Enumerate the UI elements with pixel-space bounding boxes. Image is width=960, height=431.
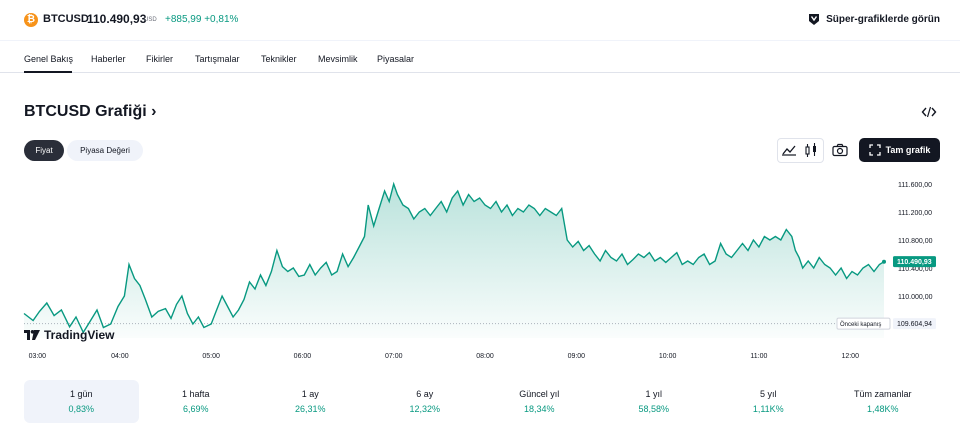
period-label: 6 ay	[416, 389, 434, 399]
super-chart-link[interactable]: Süper-grafiklerde görün	[807, 11, 940, 27]
tab-seasonals[interactable]: Mevsimlik	[318, 54, 358, 64]
period-change: 0,83%	[68, 404, 95, 414]
prev-close-badge	[893, 318, 936, 330]
x-tick-label: 03:00	[29, 353, 47, 360]
super-chart-label: Süper-grafiklerde görün	[826, 13, 940, 25]
active-tab-indicator	[24, 71, 72, 73]
full-chart-button[interactable]: Tam grafik	[859, 138, 940, 162]
section-nav: Genel Bakış Haberler Fikirler Tartışmala…	[0, 40, 960, 73]
period-change: 18,34%	[523, 404, 555, 414]
period-label: Güncel yıl	[519, 389, 560, 399]
x-tick-label: 04:00	[111, 353, 129, 360]
camera-icon[interactable]	[829, 140, 851, 161]
price-line	[23, 181, 885, 334]
y-tick-label: 110.400,00	[898, 266, 933, 273]
price-chart[interactable]: 111.600,00 111.200,00 110.800,00 110.400,00…	[0, 168, 960, 368]
period-label: 1 yıl	[645, 389, 662, 399]
y-tick-label: 111.200,00	[898, 210, 932, 217]
y-tick-label: 110.800,00	[898, 238, 933, 245]
tab-news[interactable]: Haberler	[91, 54, 126, 64]
tradingview-logo-icon	[24, 330, 40, 340]
chevron-right-icon: ›	[151, 103, 157, 120]
ticker-change-pct: +0,81%	[204, 14, 239, 25]
period-change: 26,31%	[294, 404, 326, 414]
period-change: 1,11K%	[752, 404, 784, 414]
ticker-price: 110.490,93	[87, 12, 147, 26]
toggle-price[interactable]: Fiyat	[24, 140, 64, 161]
period-5[interactable]: 1 yıl 58,58%	[597, 380, 712, 423]
period-label: 1 hafta	[181, 389, 210, 399]
period-1[interactable]: 1 hafta 6,69%	[139, 380, 254, 423]
ticker-bar: ₿ BTCUSD 110.490,93 USD +885,99 +0,81% S…	[0, 0, 960, 40]
ticker-currency: USD	[144, 17, 157, 23]
period-change: 58,58%	[638, 404, 670, 414]
tab-ideas[interactable]: Fikirler	[146, 54, 173, 64]
ticker-symbol: BTCUSD	[43, 13, 89, 25]
code-embed-icon[interactable]	[921, 106, 937, 118]
y-tick-label: 111.600,00	[898, 182, 932, 189]
period-label: 1 gün	[69, 389, 93, 399]
tab-discussions[interactable]: Tartışmalar	[195, 54, 240, 64]
x-tick-label: 08:00	[476, 353, 494, 360]
chart-title-text: BTCUSD Grafiği	[24, 103, 147, 120]
period-label: Tüm zamanlar	[853, 389, 912, 399]
y-tick-label: 110.000,00	[898, 294, 933, 301]
x-tick-label: 05:00	[202, 353, 220, 360]
prev-close-value: 109.604,94	[897, 321, 932, 328]
toggle-market-cap[interactable]: Piyasa Değeri	[67, 140, 143, 161]
x-tick-label: 07:00	[385, 353, 403, 360]
tab-markets[interactable]: Piyasalar	[377, 54, 415, 64]
tradingview-logo: TradingView	[24, 328, 114, 342]
prev-close-label: Önceki kapanış	[840, 321, 881, 328]
tab-technicals[interactable]: Teknikler	[261, 54, 297, 64]
performance-periods: 1 gün 0,83% 1 hafta 6,69% 1 ay 26,31% 6 ay 12,3…	[24, 380, 940, 423]
fullscreen-icon	[868, 144, 881, 156]
period-label: 1 ay	[301, 389, 319, 399]
current-price-label: 110.490,93	[897, 259, 932, 266]
x-tick-label: 11:00	[750, 353, 767, 360]
period-label: 5 yıl	[759, 389, 777, 399]
period-3[interactable]: 6 ay 12,32%	[368, 380, 483, 423]
price-area	[24, 184, 884, 338]
ticker-change-abs: +885,99	[165, 14, 202, 25]
current-price-badge	[893, 256, 936, 268]
tab-overview[interactable]: Genel Bakış	[24, 54, 74, 64]
x-tick-label: 10:00	[659, 353, 677, 360]
area-chart-icon[interactable]	[778, 140, 800, 161]
chart-title[interactable]: BTCUSD Grafiği ›	[24, 103, 156, 121]
x-tick-label: 12:00	[841, 353, 859, 360]
period-7[interactable]: Tüm zamanlar 1,48K%	[826, 380, 941, 423]
x-tick-label: 06:00	[294, 353, 312, 360]
last-price-dot	[882, 259, 886, 264]
period-6[interactable]: 5 yıl 1,11K%	[711, 380, 826, 423]
period-change: 12,32%	[409, 404, 441, 414]
super-chart-icon	[809, 14, 820, 25]
chart-style-group	[777, 138, 824, 163]
x-tick-label: 09:00	[568, 353, 586, 360]
bitcoin-logo-icon: ₿	[24, 13, 38, 27]
tradingview-brand: TradingView	[44, 328, 115, 342]
period-0[interactable]: 1 gün 0,83%	[24, 380, 139, 423]
period-2[interactable]: 1 ay 26,31%	[253, 380, 368, 423]
prev-close-tag	[836, 317, 891, 330]
ticker-change: +885,99 +0,81%	[165, 14, 238, 25]
period-change: 1,48K%	[866, 404, 899, 414]
full-chart-label: Tam grafik	[885, 145, 931, 155]
candlestick-icon[interactable]	[800, 140, 822, 161]
period-4[interactable]: Güncel yıl 18,34%	[482, 380, 597, 423]
period-change: 6,69%	[182, 404, 209, 414]
